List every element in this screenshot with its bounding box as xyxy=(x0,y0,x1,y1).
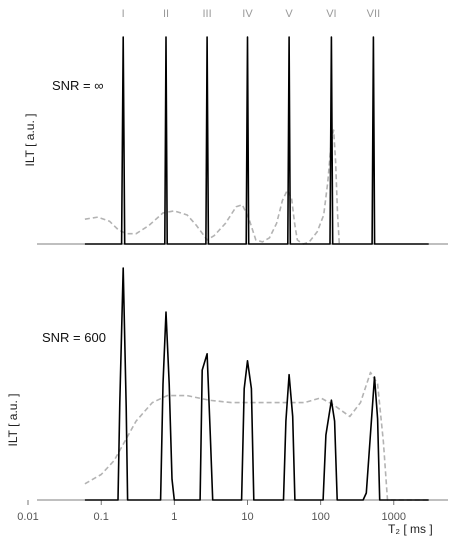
peak-label-i: I xyxy=(122,8,125,20)
bottom-panel: ILT [ a.u. ] SNR = 600 0.01 0.1 1 10 100 1000… xyxy=(6,267,448,536)
bottom-series-solid-line xyxy=(84,267,429,501)
bottom-series-dashed-line xyxy=(84,371,429,501)
top-series-dashed-line xyxy=(84,129,341,245)
x-tick-label: 100 xyxy=(312,511,330,523)
peak-label-vii: VII xyxy=(367,8,380,20)
bottom-snr-annotation: SNR = 600 xyxy=(42,330,106,345)
x-tick-label: 1000 xyxy=(382,511,406,523)
x-tick-label: 1 xyxy=(171,511,177,523)
peak-label-v: V xyxy=(285,8,293,20)
peak-label-iii: III xyxy=(203,8,212,20)
x-tick-label: 0.01 xyxy=(17,511,38,523)
peak-labels: I II III IV V VI VII xyxy=(122,8,380,20)
x-axis-ticks: 0.01 0.1 1 10 100 1000 xyxy=(17,500,406,523)
top-ylabel: ILT [ a.u. ] xyxy=(23,114,37,167)
x-tick-label: 10 xyxy=(241,511,253,523)
top-snr-annotation: SNR = ∞ xyxy=(52,78,104,93)
top-panel: I II III IV V VI VII ILT [ a.u. ] SNR = ∞ xyxy=(23,8,448,245)
bottom-ylabel: ILT [ a.u. ] xyxy=(6,394,20,447)
top-series-solid-line xyxy=(84,36,429,245)
peak-label-iv: IV xyxy=(242,8,253,20)
peak-label-vi: VI xyxy=(326,8,336,20)
x-axis-label: T₂ [ ms ] xyxy=(388,522,433,536)
peak-label-ii: II xyxy=(163,8,169,20)
top-series-group xyxy=(84,36,429,245)
bottom-series-group xyxy=(84,267,429,501)
x-tick-label: 0.1 xyxy=(94,511,109,523)
